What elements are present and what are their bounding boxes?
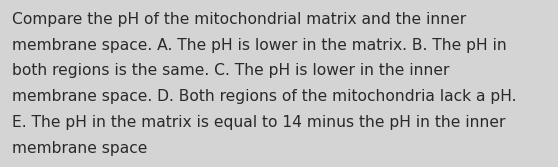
Text: E. The pH in the matrix is equal to 14 minus the pH in the inner: E. The pH in the matrix is equal to 14 m… xyxy=(12,115,506,130)
Text: Compare the pH of the mitochondrial matrix and the inner: Compare the pH of the mitochondrial matr… xyxy=(12,12,466,27)
Text: both regions is the same. C. The pH is lower in the inner: both regions is the same. C. The pH is l… xyxy=(12,63,450,78)
Text: membrane space. A. The pH is lower in the matrix. B. The pH in: membrane space. A. The pH is lower in th… xyxy=(12,38,507,53)
Text: membrane space. D. Both regions of the mitochondria lack a pH.: membrane space. D. Both regions of the m… xyxy=(12,89,517,104)
Text: membrane space: membrane space xyxy=(12,141,148,156)
